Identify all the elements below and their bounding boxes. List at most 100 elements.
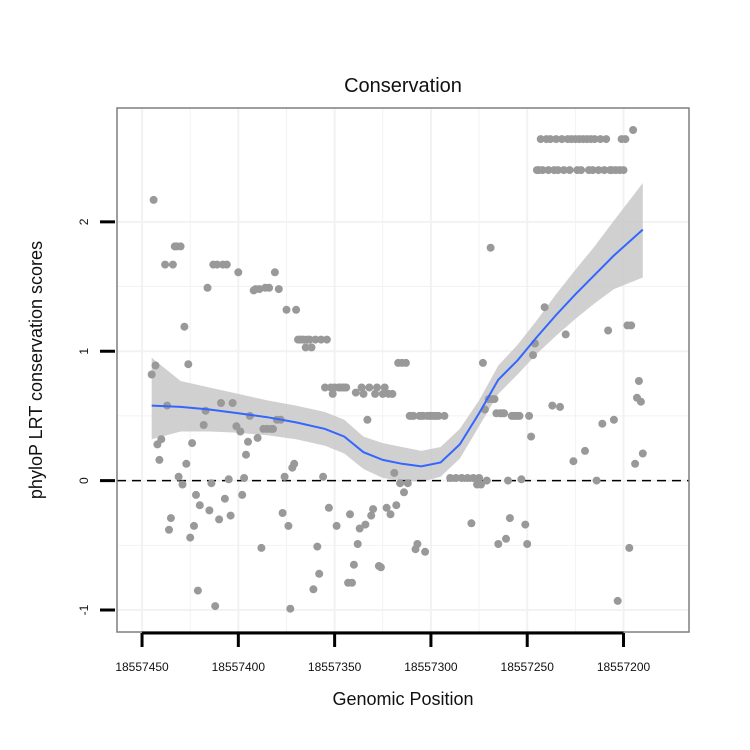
data-point [369,505,378,514]
data-point [359,389,368,398]
data-point [155,455,164,464]
x-tick-label: 18557300 [404,660,458,674]
data-point [403,479,412,488]
y-tick-label: 2 [77,218,91,225]
data-point [627,321,636,330]
data-point [363,415,372,424]
data-point [521,520,530,529]
data-point [322,335,331,344]
data-point [500,409,509,418]
data-point [600,166,609,175]
data-point [602,135,611,144]
data-point [494,540,503,548]
data-point [569,457,578,466]
y-tick-label: -1 [77,604,91,615]
data-point [527,432,536,441]
data-point [380,383,389,392]
confidence-band [151,183,643,482]
data-point [392,501,401,510]
data-point [556,402,564,411]
data-point [565,166,574,175]
data-point [149,195,158,204]
data-point [382,503,391,512]
data-point [348,578,356,587]
data-point [452,474,460,482]
data-point [544,166,553,175]
data-point [598,419,607,428]
chart-title: Conservation [344,75,462,97]
data-point [278,509,287,517]
data-point [502,534,510,543]
data-point [292,305,301,314]
data-point [561,330,570,339]
data-point [467,519,476,528]
data-point [604,326,613,335]
y-tick-label: 0 [77,477,91,484]
data-point [523,540,532,548]
data-point [307,343,316,352]
data-point [373,383,381,392]
smooth-line-layer [151,228,644,468]
data-point [342,383,351,392]
data-point [286,604,295,613]
data-point [409,411,418,420]
x-axis: 18557450 18557400 18557350 18557300 18557250… [115,631,651,674]
data-point [270,268,279,277]
data-point [401,358,410,367]
x-tick-label: 18557200 [597,660,651,674]
data-point [629,126,638,134]
data-point [184,360,193,369]
data-point [357,383,366,392]
data-point [388,389,397,398]
data-point [421,547,430,556]
data-point [469,474,478,482]
data-point [309,585,318,594]
data-point [505,514,514,523]
data-point [234,268,243,277]
data-point [226,511,235,520]
confidence-band-layer [151,183,643,482]
data-point [557,135,566,144]
data-point [636,397,645,406]
data-point [332,521,341,530]
data-point [552,135,561,144]
data-point [504,476,512,485]
data-point [324,503,333,512]
data-point [151,361,160,370]
data-point [290,459,299,468]
data-point [192,490,200,499]
data-point [538,166,547,175]
data-point [166,514,175,523]
data-point [222,260,231,269]
data-point [317,335,326,344]
data-point [361,520,370,529]
data-point [376,563,385,572]
data-point [236,427,245,436]
data-point [161,260,170,269]
data-point [634,377,643,385]
data-point [609,415,618,424]
data-point [174,472,183,481]
data-point [621,135,630,144]
x-tick-label: 18557450 [115,660,169,674]
data-point [457,474,466,482]
data-point [386,510,395,519]
data-point [378,389,387,398]
data-point [434,411,443,420]
data-point [242,450,250,459]
data-point [400,488,408,497]
data-point [581,446,589,455]
data-point [355,524,364,533]
data-point [548,401,557,410]
data-point [147,370,156,379]
data-point [529,351,537,360]
data-point [195,501,204,510]
data-point [631,459,640,468]
data-point [328,389,337,398]
data-point [193,586,202,595]
x-tick-label: 18557250 [501,660,555,674]
data-point [588,166,597,175]
data-point [205,506,214,515]
data-point [638,449,647,458]
